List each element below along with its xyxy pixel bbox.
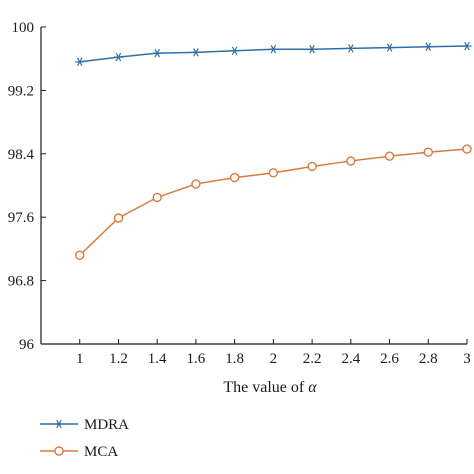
data-point	[191, 48, 201, 57]
data-point	[229, 172, 240, 183]
data-point	[346, 156, 356, 166]
plot-axes	[40, 27, 467, 345]
data-point	[346, 44, 356, 53]
x-tick-label: 3	[463, 351, 471, 367]
data-point	[384, 151, 395, 161]
legend-item-mdra: MDRA	[40, 417, 129, 433]
data-point	[307, 161, 317, 172]
series-mdra	[75, 41, 472, 67]
data-point	[191, 179, 201, 189]
data-point	[113, 52, 123, 62]
x-tick-label: 2	[270, 351, 278, 367]
y-tick-label: 98.4	[8, 147, 35, 163]
x-tick-label: 1.4	[148, 351, 167, 367]
data-point	[268, 44, 278, 54]
y-tick-label: 96.8	[8, 274, 34, 290]
legend-label: MDRA	[84, 417, 129, 433]
data-point	[152, 192, 162, 203]
data-point	[268, 168, 279, 178]
x-tick-label: 2.8	[419, 351, 438, 367]
data-point	[385, 43, 395, 52]
data-point	[462, 144, 472, 154]
data-point	[75, 250, 85, 260]
data-point	[423, 147, 433, 157]
data-point	[230, 46, 240, 55]
x-tick-label: 2.6	[380, 351, 399, 367]
x-tick-label: 2.2	[303, 351, 322, 367]
series-layer	[75, 41, 472, 260]
data-point	[462, 41, 472, 51]
data-point	[423, 42, 433, 52]
x-axis-label: The value of α	[223, 379, 317, 396]
data-point	[152, 48, 162, 58]
y-tick-label: 99.2	[8, 83, 34, 99]
y-tick-label: 96	[19, 337, 35, 353]
legend: MDRA MCA	[40, 417, 129, 460]
x-axis-ticks: 1 1.2 1.4 1.6 1.8 2 2.2 2.4 2.6 2.8 3	[76, 339, 471, 367]
y-tick-label: 100	[12, 20, 35, 36]
x-tick-label: 1.8	[225, 351, 244, 367]
legend-item-mca: MCA	[40, 444, 118, 460]
x-tick-label: 1.6	[187, 351, 206, 367]
x-tick-label: 1	[76, 351, 84, 367]
x-tick-label: 1.2	[109, 351, 128, 367]
series-mca	[75, 144, 472, 260]
legend-marker	[54, 446, 64, 456]
data-point	[113, 213, 124, 223]
y-axis-ticks: 96 96.8 97.6 98.4 99.2 100	[8, 20, 46, 353]
series-line	[79, 148, 468, 256]
legend-marker	[54, 419, 64, 429]
x-tick-label: 2.4	[341, 351, 360, 367]
data-point	[307, 44, 317, 54]
y-tick-label: 97.6	[8, 210, 35, 226]
data-point	[75, 57, 85, 67]
legend-label: MCA	[84, 444, 118, 460]
